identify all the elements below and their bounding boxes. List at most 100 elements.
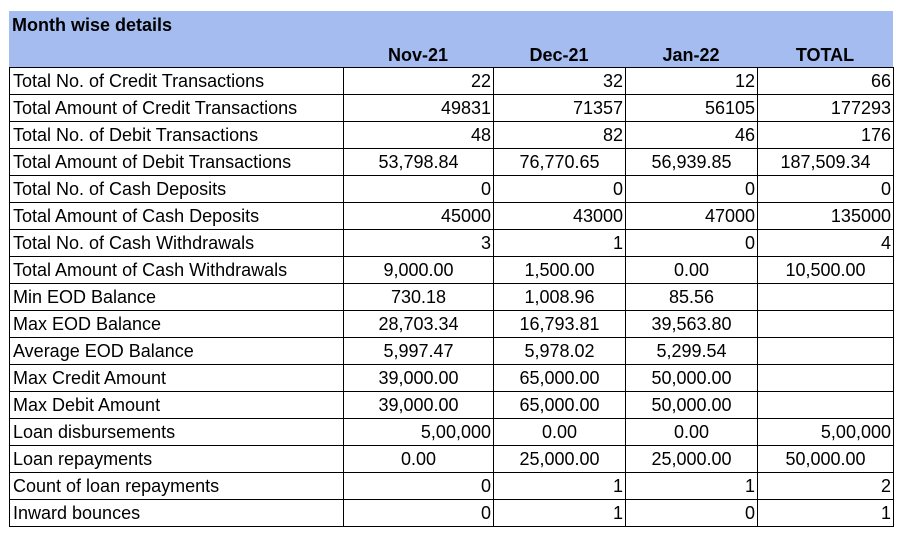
row-label: Total Amount of Credit Transactions bbox=[9, 94, 344, 122]
row-label: Total Amount of Debit Transactions bbox=[9, 148, 344, 176]
table-cell: 1 bbox=[493, 499, 626, 527]
table-cell: 25,000.00 bbox=[625, 445, 758, 473]
table-row: Total Amount of Cash Deposits 45000 43000 4… bbox=[9, 202, 894, 230]
table-row: Count of loan repayments 0 1 1 2 bbox=[9, 472, 894, 500]
table-cell: 28,703.34 bbox=[343, 310, 494, 338]
table-cell: 12 bbox=[625, 67, 758, 95]
row-label: Min EOD Balance bbox=[9, 283, 344, 311]
table-row: Max EOD Balance 28,703.34 16,793.81 39,563.… bbox=[9, 310, 894, 338]
table-cell bbox=[757, 310, 894, 338]
header-label-spacer bbox=[9, 40, 343, 67]
table-cell bbox=[757, 364, 894, 392]
table-cell: 25,000.00 bbox=[493, 445, 626, 473]
table-cell: 0.00 bbox=[343, 445, 494, 473]
table-cell: 5,978.02 bbox=[493, 337, 626, 365]
table-cell: 39,563.80 bbox=[625, 310, 758, 338]
row-label: Inward bounces bbox=[9, 499, 344, 527]
table-cell: 5,00,000 bbox=[343, 418, 494, 446]
table-cell: 0 bbox=[625, 229, 758, 257]
table-row: Average EOD Balance 5,997.47 5,978.02 5,299… bbox=[9, 337, 894, 365]
column-header-total: TOTAL bbox=[795, 45, 855, 65]
row-label: Count of loan repayments bbox=[9, 472, 344, 500]
table-row: Total Amount of Credit Transactions 49831… bbox=[9, 94, 894, 122]
table-cell: 50,000.00 bbox=[757, 445, 894, 473]
column-header-nov: Nov-21 bbox=[387, 45, 449, 65]
table-row: Total Amount of Debit Transactions 53,798… bbox=[9, 148, 894, 176]
table-row: Total No. of Debit Transactions 48 82 46 176 bbox=[9, 121, 894, 149]
table-cell: 1 bbox=[757, 499, 894, 527]
table-cell: 135000 bbox=[757, 202, 894, 230]
table-cell bbox=[757, 337, 894, 365]
row-label: Total No. of Credit Transactions bbox=[9, 67, 344, 95]
table-cell: 85.56 bbox=[625, 283, 758, 311]
row-label: Max Credit Amount bbox=[9, 364, 344, 392]
table-cell: 1,008.96 bbox=[493, 283, 626, 311]
column-header-jan: Jan-22 bbox=[662, 45, 720, 65]
details-table: Total No. of Credit Transactions 22 32 12 66… bbox=[9, 67, 894, 527]
table-cell: 10,500.00 bbox=[757, 256, 894, 284]
table-cell: 5,997.47 bbox=[343, 337, 494, 365]
table-cell: 1,500.00 bbox=[493, 256, 626, 284]
table-cell: 53,798.84 bbox=[343, 148, 494, 176]
table-row: Max Debit Amount 39,000.00 65,000.00 50,000… bbox=[9, 391, 894, 419]
table-cell: 0 bbox=[757, 175, 894, 203]
table-header: Month wise details Nov-21 Dec-21 Jan-22 … bbox=[9, 11, 893, 67]
table-row: Max Credit Amount 39,000.00 65,000.00 50,00… bbox=[9, 364, 894, 392]
table-cell: 39,000.00 bbox=[343, 364, 494, 392]
table-cell: 43000 bbox=[493, 202, 626, 230]
table-cell: 5,299.54 bbox=[625, 337, 758, 365]
table-cell: 50,000.00 bbox=[625, 364, 758, 392]
table-cell: 3 bbox=[343, 229, 494, 257]
table-cell: 56105 bbox=[625, 94, 758, 122]
row-label: Total No. of Debit Transactions bbox=[9, 121, 344, 149]
table-cell: 0.00 bbox=[493, 418, 626, 446]
table-cell: 16,793.81 bbox=[493, 310, 626, 338]
table-cell: 0 bbox=[493, 175, 626, 203]
table-cell: 76,770.65 bbox=[493, 148, 626, 176]
row-label: Total Amount of Cash Deposits bbox=[9, 202, 344, 230]
table-cell: 187,509.34 bbox=[757, 148, 894, 176]
row-label: Loan repayments bbox=[9, 445, 344, 473]
row-label: Max EOD Balance bbox=[9, 310, 344, 338]
table-cell: 0 bbox=[625, 499, 758, 527]
table-cell: 46 bbox=[625, 121, 758, 149]
table-row: Loan repayments 0.00 25,000.00 25,000.00 50,… bbox=[9, 445, 894, 473]
table-cell: 2 bbox=[757, 472, 894, 500]
table-cell: 48 bbox=[343, 121, 494, 149]
row-label: Max Debit Amount bbox=[9, 391, 344, 419]
table-cell: 65,000.00 bbox=[493, 364, 626, 392]
table-cell: 0.00 bbox=[625, 256, 758, 284]
table-cell: 22 bbox=[343, 67, 494, 95]
table-cell: 0 bbox=[625, 175, 758, 203]
table-cell: 4 bbox=[757, 229, 894, 257]
table-row: Total Amount of Cash Withdrawals 9,000.00… bbox=[9, 256, 894, 284]
table-cell: 0.00 bbox=[625, 418, 758, 446]
table-cell: 45000 bbox=[343, 202, 494, 230]
table-cell: 176 bbox=[757, 121, 894, 149]
table-cell: 71357 bbox=[493, 94, 626, 122]
table-row: Min EOD Balance 730.18 1,008.96 85.56 bbox=[9, 283, 894, 311]
column-header-row: Nov-21 Dec-21 Jan-22 TOTAL bbox=[9, 40, 893, 67]
table-cell: 1 bbox=[493, 472, 626, 500]
table-cell: 49831 bbox=[343, 94, 494, 122]
table-row: Total No. of Cash Deposits 0 0 0 0 bbox=[9, 175, 894, 203]
table-cell: 0 bbox=[343, 175, 494, 203]
table-cell: 66 bbox=[757, 67, 894, 95]
table-cell: 9,000.00 bbox=[343, 256, 494, 284]
table-cell: 32 bbox=[493, 67, 626, 95]
table-row: Inward bounces 0 1 0 1 bbox=[9, 499, 894, 527]
table-row: Loan disbursements 5,00,000 0.00 0.00 5,00,0… bbox=[9, 418, 894, 446]
column-header-dec: Dec-21 bbox=[529, 45, 589, 65]
table-cell: 730.18 bbox=[343, 283, 494, 311]
table-cell: 47000 bbox=[625, 202, 758, 230]
table-cell: 177293 bbox=[757, 94, 894, 122]
table-cell: 0 bbox=[343, 499, 494, 527]
sheet-title: Month wise details bbox=[12, 15, 173, 35]
table-cell: 65,000.00 bbox=[493, 391, 626, 419]
table-cell: 1 bbox=[625, 472, 758, 500]
table-cell: 56,939.85 bbox=[625, 148, 758, 176]
table-cell: 5,00,000 bbox=[757, 418, 894, 446]
month-wise-sheet: Month wise details Nov-21 Dec-21 Jan-22 … bbox=[9, 11, 894, 527]
table-cell bbox=[757, 283, 894, 311]
table-cell: 0 bbox=[343, 472, 494, 500]
